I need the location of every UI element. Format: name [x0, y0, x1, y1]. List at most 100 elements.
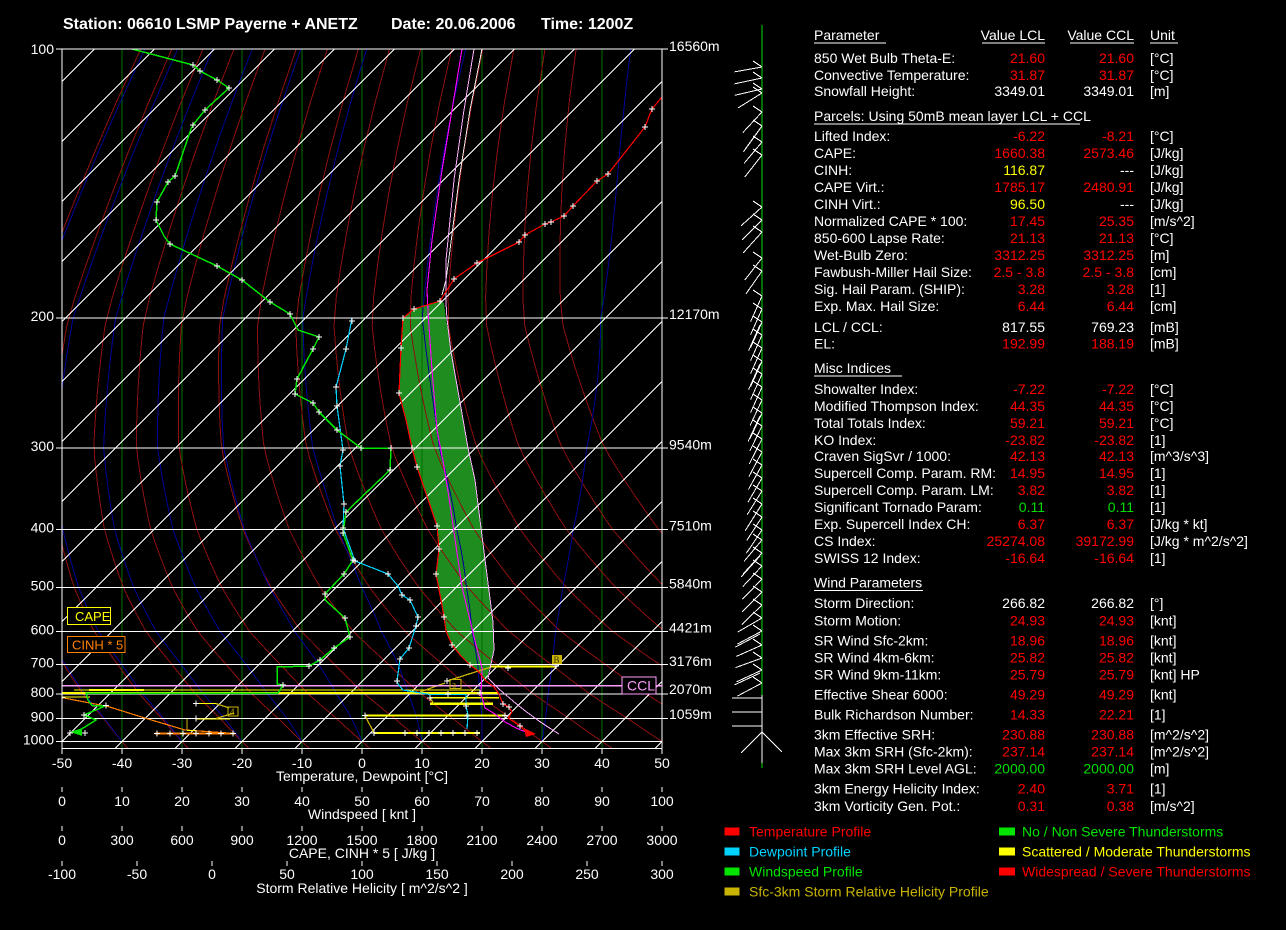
svg-text:[J/kg * m^2/s^2]: [J/kg * m^2/s^2]	[1150, 533, 1248, 549]
svg-text:[1]: [1]	[1150, 281, 1166, 297]
svg-text:2480.91: 2480.91	[1083, 179, 1134, 195]
svg-text:KO Index:: KO Index:	[814, 432, 876, 448]
svg-text:0: 0	[58, 793, 66, 809]
svg-text:237.14: 237.14	[1091, 744, 1134, 760]
svg-text:14.33: 14.33	[1010, 707, 1045, 723]
svg-text:2400: 2400	[526, 832, 557, 848]
svg-text:1785.17: 1785.17	[994, 179, 1045, 195]
svg-text:[°C]: [°C]	[1150, 415, 1174, 431]
svg-text:2.5 - 3.8: 2.5 - 3.8	[994, 264, 1046, 280]
svg-text:[m]: [m]	[1150, 83, 1169, 99]
svg-text:[knt]: [knt]	[1150, 687, 1176, 703]
svg-text:[J/kg]: [J/kg]	[1150, 179, 1183, 195]
svg-text:18.96: 18.96	[1010, 633, 1045, 649]
svg-text:30: 30	[234, 793, 250, 809]
svg-text:20: 20	[474, 755, 490, 771]
svg-text:[knt]: [knt]	[1150, 633, 1176, 649]
svg-text:[mB]: [mB]	[1150, 336, 1179, 352]
svg-text:Significant Tornado Param:: Significant Tornado Param:	[814, 499, 982, 515]
svg-text:42.13: 42.13	[1010, 448, 1045, 464]
svg-text:Value CCL: Value CCL	[1067, 27, 1134, 43]
svg-text:3349.01: 3349.01	[994, 83, 1045, 99]
svg-text:[m^2/s^2]: [m^2/s^2]	[1150, 727, 1209, 743]
svg-text:-40: -40	[112, 755, 132, 771]
svg-text:3km Effective SRH:: 3km Effective SRH:	[814, 727, 935, 743]
svg-text:Lifted Index:: Lifted Index:	[814, 128, 890, 144]
svg-text:1059m: 1059m	[669, 706, 712, 722]
svg-text:a: a	[452, 680, 456, 690]
svg-text:17.45: 17.45	[1010, 213, 1045, 229]
svg-text:Wind Parameters: Wind Parameters	[814, 575, 922, 591]
svg-text:[mB]: [mB]	[1150, 319, 1179, 335]
svg-text:49.29: 49.29	[1099, 687, 1134, 703]
svg-text:500: 500	[31, 578, 55, 594]
svg-text:3349.01: 3349.01	[1083, 83, 1134, 99]
svg-text:[1]: [1]	[1150, 432, 1166, 448]
svg-text:1800: 1800	[406, 832, 437, 848]
svg-text:CAPE:: CAPE:	[814, 145, 856, 161]
svg-text:600: 600	[31, 622, 55, 638]
svg-text:Dewpoint Profile: Dewpoint Profile	[749, 844, 851, 860]
svg-text:-10: -10	[292, 755, 312, 771]
svg-text:-7.22: -7.22	[1102, 381, 1134, 397]
svg-text:Convective Temperature:: Convective Temperature:	[814, 67, 969, 83]
svg-text:Sfc-3km Storm Relative Helicit: Sfc-3km Storm Relative Helicity Profile	[749, 884, 989, 900]
svg-text:[m/s^2]: [m/s^2]	[1150, 798, 1195, 814]
svg-text:24.93: 24.93	[1010, 613, 1045, 629]
svg-text:0: 0	[208, 866, 216, 882]
svg-text:-50: -50	[52, 755, 72, 771]
svg-text:Sig. Hail Param. (SHIP):: Sig. Hail Param. (SHIP):	[814, 281, 965, 297]
svg-text:2070m: 2070m	[669, 681, 712, 697]
svg-text:769.23: 769.23	[1091, 319, 1134, 335]
svg-text:Storm Direction:: Storm Direction:	[814, 595, 914, 611]
svg-text:1660.38: 1660.38	[994, 145, 1045, 161]
svg-text:2.40: 2.40	[1018, 781, 1045, 797]
svg-text:237.14: 237.14	[1002, 744, 1045, 760]
svg-text:300: 300	[650, 866, 674, 882]
svg-text:Time: 1200Z: Time: 1200Z	[541, 16, 633, 33]
svg-text:Max 3km SRH Level AGL:: Max 3km SRH Level AGL:	[814, 761, 977, 777]
svg-text:Snowfall Height:: Snowfall Height:	[814, 83, 915, 99]
svg-text:200: 200	[31, 308, 55, 324]
svg-text:25.82: 25.82	[1010, 650, 1045, 666]
svg-text:Exp. Supercell Index CH:: Exp. Supercell Index CH:	[814, 516, 970, 532]
svg-text:LCL / CCL:: LCL / CCL:	[814, 319, 883, 335]
svg-text:[1]: [1]	[1150, 499, 1166, 515]
svg-text:96.50: 96.50	[1010, 196, 1045, 212]
svg-text:200: 200	[500, 866, 524, 882]
svg-text:0.11: 0.11	[1019, 499, 1045, 515]
svg-text:266.82: 266.82	[1002, 595, 1045, 611]
svg-text:0: 0	[58, 832, 66, 848]
svg-text:[°C]: [°C]	[1150, 381, 1174, 397]
svg-text:[°]: [°]	[1150, 595, 1163, 611]
svg-text:Windspeed [ knt ]: Windspeed [ knt ]	[308, 806, 416, 822]
svg-text:10: 10	[114, 793, 130, 809]
svg-text:Storm Relative Helicity [ m^2/: Storm Relative Helicity [ m^2/s^2 ]	[256, 880, 468, 896]
svg-text:24.93: 24.93	[1099, 613, 1134, 629]
svg-text:59.21: 59.21	[1010, 415, 1045, 431]
svg-text:CCL: CCL	[627, 678, 655, 694]
svg-text:14.95: 14.95	[1099, 465, 1134, 481]
svg-text:20: 20	[174, 793, 190, 809]
svg-text:-16.64: -16.64	[1094, 550, 1134, 566]
svg-text:25.35: 25.35	[1099, 213, 1134, 229]
svg-text:3.82: 3.82	[1018, 482, 1045, 498]
svg-text:[1]: [1]	[1150, 781, 1166, 797]
svg-text:100: 100	[350, 866, 374, 882]
svg-text:Temperature Profile: Temperature Profile	[749, 824, 871, 840]
svg-text:250: 250	[575, 866, 599, 882]
svg-text:-6.22: -6.22	[1013, 128, 1045, 144]
svg-text:800: 800	[31, 684, 55, 700]
svg-text:25274.08: 25274.08	[987, 533, 1046, 549]
svg-text:-30: -30	[172, 755, 192, 771]
svg-text:230.88: 230.88	[1091, 727, 1134, 743]
svg-text:3.82: 3.82	[1107, 482, 1134, 498]
svg-text:3.28: 3.28	[1107, 281, 1134, 297]
svg-text:9540m: 9540m	[669, 437, 712, 453]
svg-text:50: 50	[354, 793, 370, 809]
svg-text:39172.99: 39172.99	[1076, 533, 1135, 549]
svg-text:Scattered / Moderate Thunderst: Scattered / Moderate Thunderstorms	[1022, 844, 1251, 860]
svg-text:230.88: 230.88	[1002, 727, 1045, 743]
svg-text:100: 100	[31, 41, 55, 57]
svg-text:-20: -20	[232, 755, 252, 771]
